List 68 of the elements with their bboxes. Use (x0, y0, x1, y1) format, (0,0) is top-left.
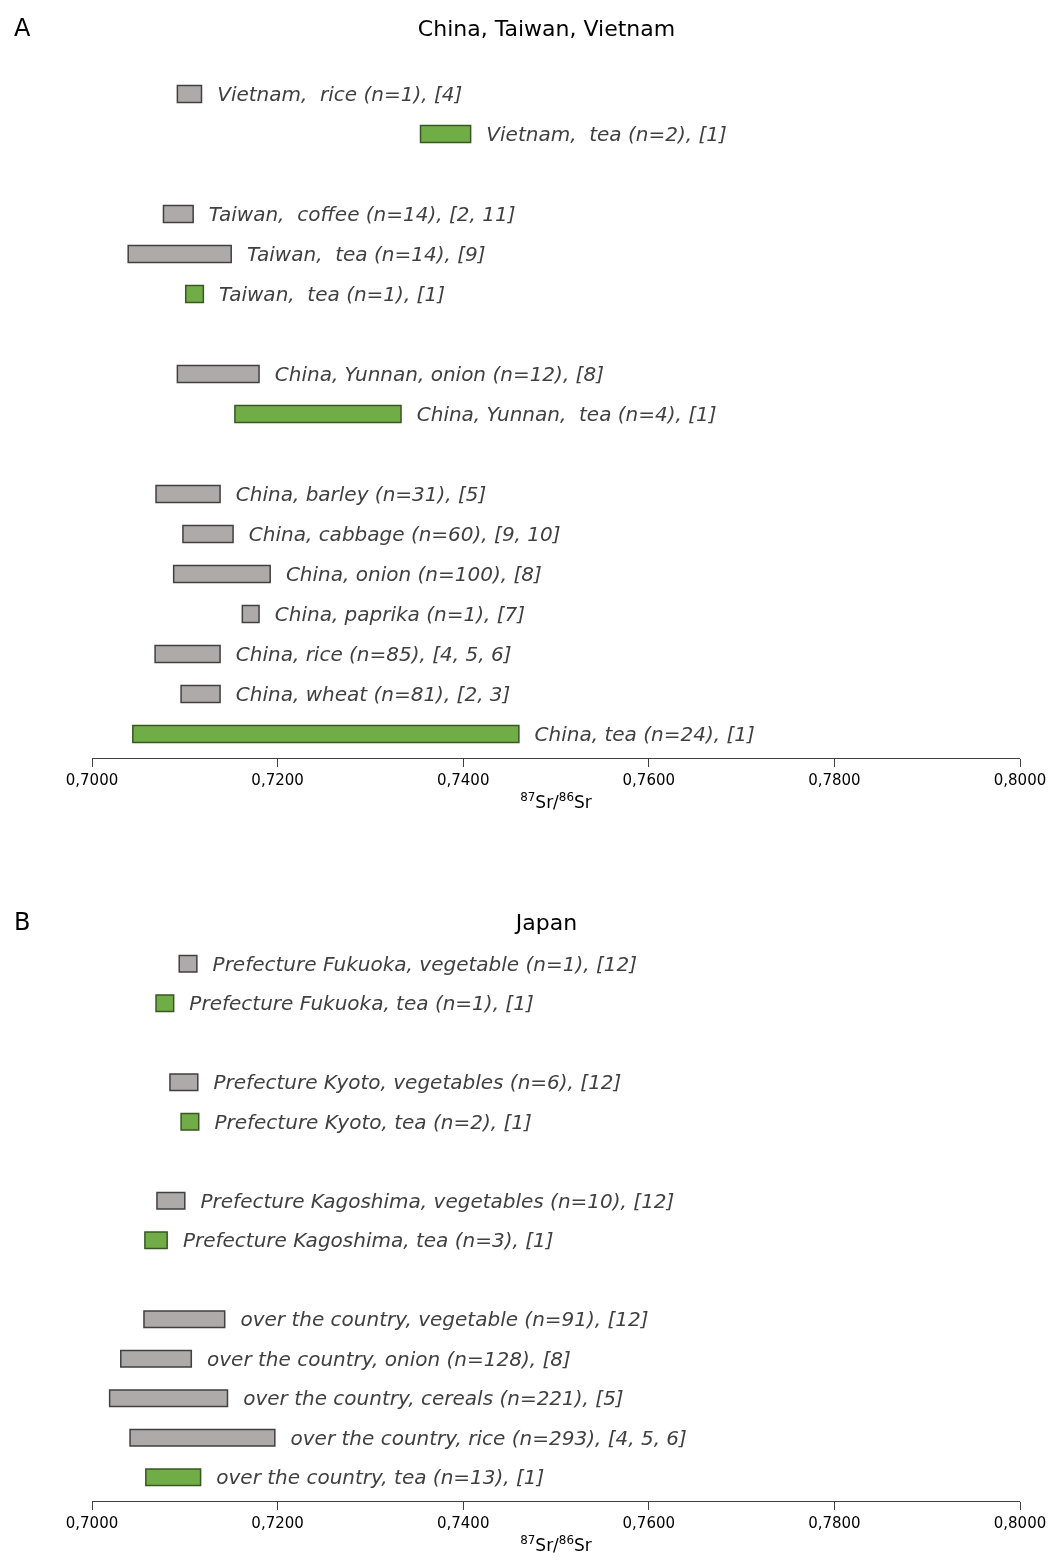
x-axis-title: $^{87}$Sr/$^{86}$Sr (520, 790, 592, 813)
category-label: China, rice (n=85), [4, 5, 6] (235, 642, 512, 666)
bar (155, 994, 175, 1013)
chart-title: Japan (513, 909, 578, 935)
bar (169, 1073, 199, 1092)
category-label: China, cabbage (n=60), [9, 10] (248, 522, 561, 546)
bar (162, 204, 194, 224)
bar (155, 484, 221, 504)
bar (182, 524, 234, 544)
category-label: Taiwan, tea (n=1), [1] (219, 282, 445, 306)
x-tick-label: 0,7400 (436, 1514, 490, 1532)
bar (129, 1428, 276, 1447)
bar (145, 1468, 202, 1487)
x-tick-label: 0,7600 (622, 1514, 676, 1532)
x-tick-label: 0,7200 (251, 1514, 304, 1532)
category-label: over the country, rice (n=293), [4, 5, 6] (290, 1425, 687, 1450)
category-label: Prefecture Kyoto, tea (n=2), [1] (214, 1109, 532, 1134)
category-label: Prefecture Kyoto, vegetables (n=6), [12] (213, 1070, 622, 1095)
category-label: China, wheat (n=81), [2, 3] (235, 682, 511, 706)
x-axis-title: $^{87}$Sr/$^{86}$Sr (520, 1533, 592, 1556)
bar (176, 84, 203, 104)
bar (127, 244, 232, 264)
bar (120, 1349, 193, 1368)
chart-title: China, Taiwan, Vietnam (417, 15, 676, 41)
category-label: China, tea (n=24), [1] (534, 722, 755, 746)
category-label: over the country, vegetable (n=91), [12] (240, 1307, 649, 1332)
x-tick-label: 0,7000 (65, 771, 119, 789)
bar (180, 684, 221, 704)
bar (419, 124, 472, 144)
category-label: Taiwan, tea (n=14), [9] (246, 242, 486, 266)
text: A (14, 14, 31, 42)
x-tick-label: 0,7800 (808, 1514, 861, 1532)
category-label: over the country, onion (n=128), [8] (207, 1346, 571, 1371)
bar (184, 284, 205, 304)
bar (132, 724, 520, 744)
bar (143, 1310, 226, 1329)
category-label: Vietnam, rice (n=1), [4] (217, 82, 463, 106)
category-label: China, Yunnan, tea (n=4), [1] (416, 402, 717, 426)
x-tick-label: 0,8000 (993, 1514, 1047, 1532)
x-tick-label: 0,7200 (251, 771, 304, 789)
bar (172, 564, 271, 584)
category-label: China, onion (n=100), [8] (285, 562, 542, 586)
category-label: Prefecture Kagoshima, vegetables (n=10), [12] (200, 1188, 675, 1213)
category-label: China, barley (n=31), [5] (235, 482, 487, 506)
x-tick-label: 0,8000 (993, 771, 1047, 789)
bar (241, 604, 260, 624)
text: B (14, 908, 31, 936)
bar (234, 404, 402, 424)
bar (180, 1112, 200, 1131)
category-label: over the country, cereals (n=221), [5] (243, 1386, 624, 1411)
bar (176, 364, 260, 384)
bar (156, 1191, 186, 1210)
x-tick-label: 0,7400 (436, 771, 490, 789)
x-tick-label: 0,7800 (808, 771, 861, 789)
x-tick-label: 0,7600 (622, 771, 676, 789)
category-label: Prefecture Fukuoka, tea (n=1), [1] (189, 991, 534, 1016)
bar (154, 644, 221, 664)
category-label: Prefecture Kagoshima, tea (n=3), [1] (182, 1228, 554, 1253)
bar (178, 954, 198, 973)
category-label: China, Yunnan, onion (n=12), [8] (274, 362, 604, 386)
category-label: Prefecture Fukuoka, vegetable (n=1), [12] (212, 951, 638, 976)
category-label: over the country, tea (n=13), [1] (216, 1465, 545, 1490)
category-label: Vietnam, tea (n=2), [1] (486, 122, 727, 146)
x-tick-label: 0,7000 (65, 1514, 119, 1532)
category-label: China, paprika (n=1), [7] (274, 602, 526, 626)
bar (108, 1389, 229, 1408)
bar (144, 1231, 168, 1250)
category-label: Taiwan, coffee (n=14), [2, 11] (208, 202, 516, 226)
